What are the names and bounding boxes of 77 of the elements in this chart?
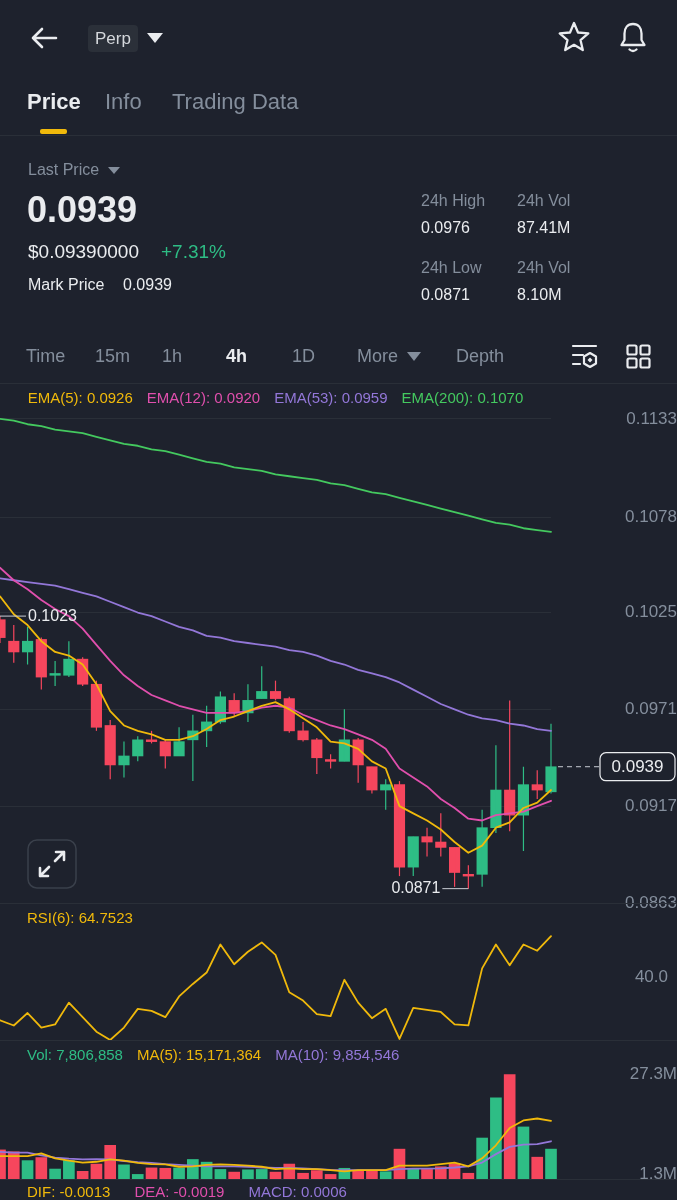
bar — [503, 1074, 516, 1180]
text: $0.09390000 — [28, 240, 139, 262]
text: More — [357, 346, 399, 366]
text: MACD: 0.0006 — [248, 1182, 347, 1200]
text: DEA: -0.0019 — [134, 1182, 225, 1200]
bar — [476, 1137, 488, 1180]
annotation: 0.0871 — [391, 879, 441, 897]
y-tick-label: 1.3M — [639, 1163, 677, 1183]
bar — [366, 1171, 378, 1180]
candlestick — [421, 827, 433, 857]
y-tick-label: 0.1025 — [625, 602, 677, 622]
bar — [545, 1148, 557, 1180]
text: Depth — [456, 346, 505, 366]
text: RSI(6): 64.7523 — [27, 909, 133, 927]
text: 1h — [162, 346, 183, 366]
text: 4h — [226, 346, 248, 366]
text: +7.31% — [161, 240, 226, 262]
bar — [35, 1157, 48, 1180]
text: 15m — [95, 346, 131, 366]
bar — [421, 1169, 433, 1180]
text: 24h Vol — [517, 259, 571, 276]
text: 24h Vol — [517, 192, 571, 209]
candlestick — [366, 766, 378, 794]
text: 8.10M — [517, 286, 562, 303]
text: EMA(200): 0.1070 — [401, 389, 524, 407]
text: 24h High — [421, 192, 486, 209]
candlestick — [173, 727, 185, 757]
bar — [228, 1171, 241, 1180]
text: 40.0 — [634, 967, 668, 987]
text: Vol: 7,806,858 — [27, 1046, 123, 1064]
bar — [490, 1097, 502, 1180]
text: Info — [105, 89, 142, 114]
text: 0.0871 — [421, 286, 470, 303]
text: 0.0939 — [123, 276, 172, 293]
text: EMA(53): 0.0959 — [274, 389, 388, 407]
text: 0.0939 — [27, 189, 138, 230]
bar — [531, 1156, 544, 1180]
text: Trading Data — [172, 89, 299, 114]
bar — [311, 1170, 323, 1180]
y-tick-label: 0.0917 — [625, 795, 677, 815]
text: Last Price — [28, 161, 100, 178]
bar — [324, 1174, 337, 1180]
ref-line-label: 0.0939 — [611, 757, 664, 777]
bar — [90, 1163, 103, 1180]
text: 1D — [292, 346, 316, 366]
y-tick-label: 0.1133 — [626, 408, 677, 428]
text: MA(10): 9,854,546 — [275, 1046, 400, 1064]
bar — [118, 1164, 130, 1180]
text: Price — [27, 89, 81, 114]
y-tick-label: 0.1078 — [625, 507, 677, 527]
text: EMA(5): 0.0926 — [27, 389, 133, 407]
bar — [297, 1172, 309, 1180]
bar — [379, 1171, 392, 1180]
text: 87.41M — [517, 219, 571, 236]
text: Mark Price — [28, 276, 105, 293]
text: Time — [26, 346, 66, 366]
bar — [104, 1144, 117, 1180]
bar — [159, 1167, 172, 1180]
y-tick-label: 0.0971 — [625, 699, 677, 719]
bar — [21, 1160, 34, 1180]
text: 24h Low — [421, 259, 482, 276]
bar — [255, 1169, 268, 1180]
bar — [517, 1126, 530, 1180]
bar — [352, 1171, 364, 1180]
text: Perp — [95, 28, 131, 48]
text: DIF: -0.0013 — [27, 1182, 111, 1200]
bar — [131, 1174, 144, 1180]
bar — [242, 1169, 254, 1180]
text: EMA(12): 0.0920 — [146, 389, 261, 407]
bar — [76, 1171, 89, 1180]
bar — [49, 1168, 61, 1180]
text: 0.0976 — [421, 219, 470, 236]
y-tick-label: 27.3M — [629, 1064, 677, 1084]
bar — [173, 1167, 185, 1180]
bar — [63, 1160, 75, 1180]
bar — [214, 1169, 227, 1180]
text: MA(5): 15,171,364 — [136, 1046, 262, 1064]
